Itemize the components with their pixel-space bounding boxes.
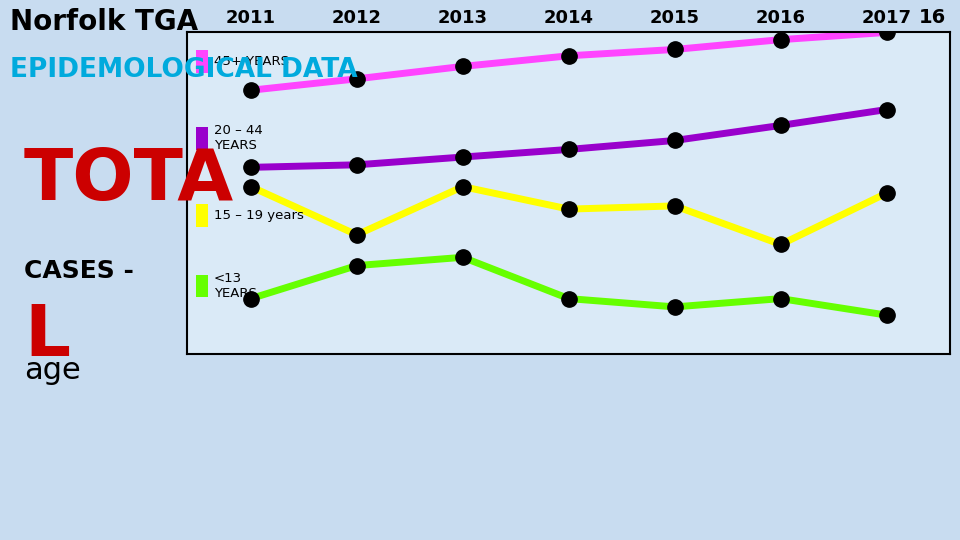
Bar	[196, 204, 208, 227]
Text: <13
YEARS: <13 YEARS	[214, 272, 256, 300]
Text: 15 – 19 years: 15 – 19 years	[214, 209, 303, 222]
Text: 45+ YEARS: 45+ YEARS	[214, 55, 289, 68]
Bar	[196, 50, 208, 72]
Bar	[196, 127, 208, 150]
Text: Norfolk TGA: Norfolk TGA	[10, 8, 198, 36]
Text: L: L	[24, 302, 70, 372]
Text: EPIDEMOLOGICAL DATA: EPIDEMOLOGICAL DATA	[10, 57, 357, 83]
Text: 20 – 44
YEARS: 20 – 44 YEARS	[214, 124, 262, 152]
Text: TOTA: TOTA	[24, 146, 234, 215]
Bar	[196, 275, 208, 298]
Text: age: age	[24, 356, 81, 386]
Text: 16: 16	[919, 8, 946, 27]
Text: CASES -: CASES -	[24, 259, 133, 283]
